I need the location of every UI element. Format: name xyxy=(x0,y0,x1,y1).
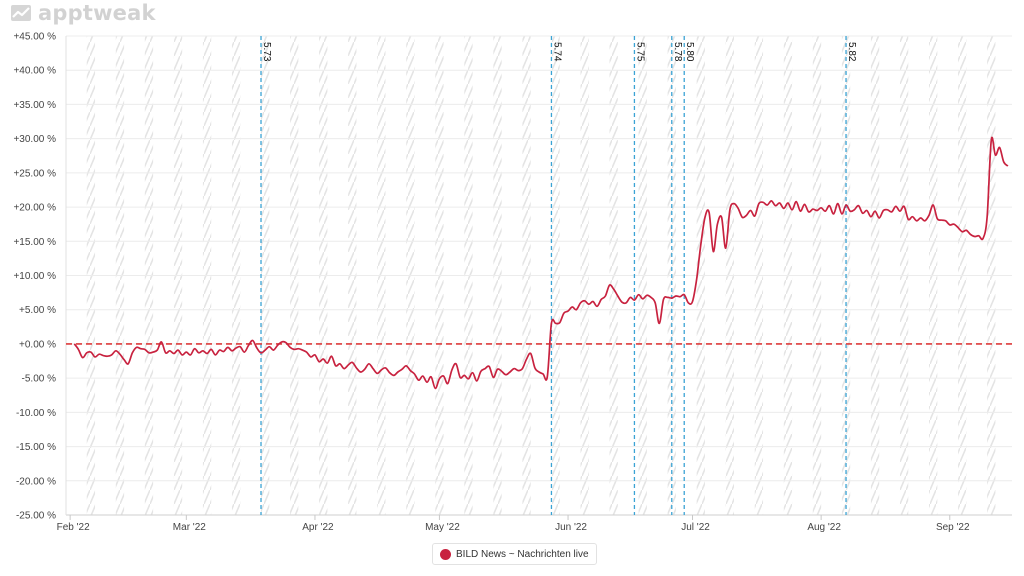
line-chart: -25.00 % -20.00 % -15.00 % -10.00 % -5.00 % +… xyxy=(13,32,1012,533)
x-axis-ticks: Feb '22 Mar '22 Apr '22 May '22 Jun '22 Jul '… xyxy=(57,515,970,533)
version-marker-label: 5.74 xyxy=(551,42,562,62)
y-tick-label: -20.00 % xyxy=(16,476,56,487)
y-tick-label: +0.00 % xyxy=(19,339,56,350)
x-tick-label: Aug '22 xyxy=(807,522,841,533)
y-tick-label: +10.00 % xyxy=(13,271,56,282)
version-marker-label: 5.75 xyxy=(634,42,645,62)
version-markers: 5.73 5.74 5.75 5.78 5.80 5.82 xyxy=(260,36,857,515)
y-tick-label: -15.00 % xyxy=(16,442,56,453)
y-tick-label: +45.00 % xyxy=(13,32,56,43)
x-tick-label: Apr '22 xyxy=(302,522,334,533)
x-tick-label: Jun '22 xyxy=(555,522,587,533)
version-marker-label: 5.82 xyxy=(846,42,857,62)
x-tick-label: Jul '22 xyxy=(681,522,710,533)
y-tick-label: +15.00 % xyxy=(13,237,56,248)
x-tick-label: May '22 xyxy=(425,522,460,533)
y-tick-label: +35.00 % xyxy=(13,100,56,111)
legend-item[interactable]: BILD News ~ Nachrichten live xyxy=(432,543,597,565)
y-tick-label: +30.00 % xyxy=(13,134,56,145)
y-tick-label: +20.00 % xyxy=(13,203,56,214)
y-axis-ticks: -25.00 % -20.00 % -15.00 % -10.00 % -5.00 % +… xyxy=(13,32,56,522)
version-marker-label: 5.73 xyxy=(261,42,272,62)
version-marker-label: 5.80 xyxy=(684,42,695,62)
version-marker-label: 5.78 xyxy=(672,42,683,62)
legend-color-dot xyxy=(440,548,451,560)
apptweak-logo: apptweak xyxy=(10,0,156,26)
x-tick-label: Mar '22 xyxy=(173,522,206,533)
y-tick-label: +25.00 % xyxy=(13,168,56,179)
y-tick-label: -5.00 % xyxy=(22,374,57,385)
series-group xyxy=(73,136,1009,390)
x-tick-label: Sep '22 xyxy=(936,522,970,533)
trend-chart-icon xyxy=(11,5,31,21)
y-tick-label: -10.00 % xyxy=(16,408,56,419)
y-tick-label: +40.00 % xyxy=(13,66,56,77)
brand-name: apptweak xyxy=(38,1,156,25)
series-line xyxy=(73,136,1009,390)
y-tick-label: +5.00 % xyxy=(19,305,56,316)
legend-label: BILD News ~ Nachrichten live xyxy=(456,548,589,560)
x-tick-label: Feb '22 xyxy=(57,522,90,533)
y-tick-label: -25.00 % xyxy=(16,511,56,522)
